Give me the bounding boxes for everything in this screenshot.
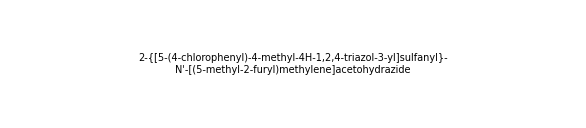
Text: 2-{[5-(4-chlorophenyl)-4-methyl-4H-1,2,4-triazol-3-yl]sulfanyl}-
N'-[(5-methyl-2: 2-{[5-(4-chlorophenyl)-4-methyl-4H-1,2,4… — [138, 53, 448, 75]
